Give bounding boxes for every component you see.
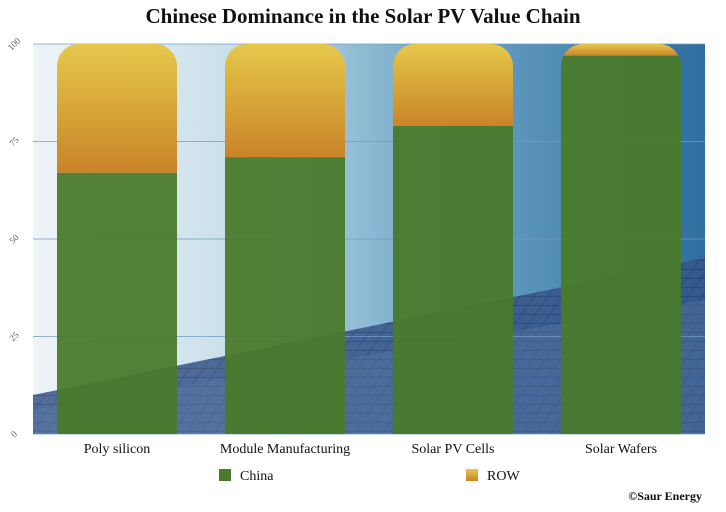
y-tick-label: 100: [6, 35, 23, 52]
category-label: Poly silicon: [84, 442, 151, 457]
bar-group: [225, 44, 345, 434]
legend-swatch-row: [466, 469, 478, 481]
bar-group: [561, 44, 681, 434]
bar-segment-row: [561, 44, 681, 56]
y-tick-label: 75: [7, 134, 21, 148]
category-label: Solar Wafers: [585, 442, 657, 457]
legend-swatch-china: [219, 469, 231, 481]
bar-segment-row: [393, 44, 513, 126]
bar-segment-row: [57, 44, 177, 173]
bar-group: [393, 44, 513, 435]
bar-segment-row: [225, 44, 345, 158]
bar-segment-china: [225, 157, 345, 434]
y-axis-ticks: 0 25 50 75 100: [6, 35, 23, 439]
chart-title: Chinese Dominance in the Solar PV Value …: [145, 4, 581, 28]
category-labels: Poly silicon Module Manufacturing Solar PV…: [84, 442, 657, 457]
y-tick-label: 0: [9, 429, 20, 440]
category-label: Solar PV Cells: [412, 442, 495, 457]
y-tick-label: 50: [7, 232, 21, 246]
bar-group: [57, 44, 177, 434]
legend: China ROW: [219, 469, 520, 484]
category-label: Module Manufacturing: [220, 442, 350, 457]
bar-segment-china: [57, 172, 177, 434]
y-tick-label: 25: [7, 329, 21, 343]
legend-label-row: ROW: [487, 469, 520, 484]
legend-label-china: China: [240, 469, 274, 484]
bars: [57, 44, 681, 435]
credit-text: ©Saur Energy: [628, 489, 702, 503]
bar-segment-china: [561, 55, 681, 434]
bar-segment-china: [393, 125, 513, 435]
